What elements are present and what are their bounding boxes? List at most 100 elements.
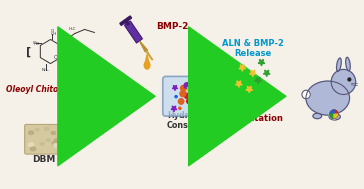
Text: O: O <box>33 40 36 44</box>
Text: DBM: DBM <box>32 155 55 164</box>
Polygon shape <box>146 51 153 60</box>
Ellipse shape <box>47 139 50 141</box>
Circle shape <box>97 93 98 94</box>
Ellipse shape <box>54 144 59 147</box>
Wedge shape <box>330 114 334 119</box>
Circle shape <box>97 87 101 91</box>
Circle shape <box>181 85 186 91</box>
Polygon shape <box>239 65 246 71</box>
Polygon shape <box>146 54 149 62</box>
FancyBboxPatch shape <box>25 124 62 154</box>
Text: ALN & BMP-2
Release: ALN & BMP-2 Release <box>222 39 284 58</box>
Circle shape <box>101 83 103 85</box>
Circle shape <box>106 91 108 93</box>
Circle shape <box>331 69 356 94</box>
Circle shape <box>87 82 89 84</box>
Circle shape <box>180 91 186 97</box>
Circle shape <box>112 80 115 82</box>
Polygon shape <box>249 70 256 77</box>
Ellipse shape <box>306 81 349 115</box>
Polygon shape <box>258 59 265 66</box>
Text: ]n: ]n <box>68 53 76 60</box>
Circle shape <box>302 90 310 99</box>
Circle shape <box>99 73 105 79</box>
Text: BMP-2: BMP-2 <box>157 22 189 31</box>
Polygon shape <box>173 85 178 90</box>
FancyBboxPatch shape <box>163 76 214 116</box>
Polygon shape <box>186 87 191 92</box>
Ellipse shape <box>53 143 59 147</box>
Text: [: [ <box>27 46 32 57</box>
Circle shape <box>184 93 189 98</box>
Circle shape <box>93 87 94 89</box>
Circle shape <box>87 81 91 86</box>
Polygon shape <box>200 102 204 106</box>
Ellipse shape <box>52 142 57 145</box>
Circle shape <box>95 96 101 102</box>
Polygon shape <box>185 83 188 86</box>
Ellipse shape <box>28 143 33 146</box>
Ellipse shape <box>346 57 350 71</box>
Ellipse shape <box>313 113 322 119</box>
Wedge shape <box>330 110 334 114</box>
Circle shape <box>100 74 102 76</box>
Polygon shape <box>199 106 204 111</box>
Circle shape <box>102 91 103 92</box>
Circle shape <box>98 88 99 89</box>
Circle shape <box>112 88 116 92</box>
Ellipse shape <box>144 61 150 69</box>
Polygon shape <box>120 16 131 25</box>
Polygon shape <box>139 41 147 52</box>
Ellipse shape <box>45 127 49 130</box>
Circle shape <box>348 78 351 81</box>
Circle shape <box>87 95 89 96</box>
Circle shape <box>187 83 191 87</box>
Ellipse shape <box>35 129 39 131</box>
Polygon shape <box>255 77 261 84</box>
Circle shape <box>187 98 192 104</box>
Circle shape <box>329 110 339 119</box>
Circle shape <box>87 73 93 79</box>
Circle shape <box>194 97 199 103</box>
Circle shape <box>94 75 96 77</box>
Circle shape <box>84 86 88 91</box>
Ellipse shape <box>337 58 341 71</box>
Circle shape <box>92 86 96 91</box>
Text: ALN-GMs: ALN-GMs <box>80 109 122 118</box>
Text: OH: OH <box>50 33 56 36</box>
Polygon shape <box>124 21 142 43</box>
Circle shape <box>101 90 105 94</box>
Circle shape <box>96 97 98 99</box>
Circle shape <box>106 76 112 82</box>
Text: Hydrogel
Construct: Hydrogel Construct <box>166 111 210 130</box>
Polygon shape <box>236 81 242 87</box>
Text: O: O <box>54 55 57 60</box>
Circle shape <box>113 89 115 90</box>
Polygon shape <box>124 19 129 25</box>
Circle shape <box>106 70 108 73</box>
Circle shape <box>85 87 87 88</box>
Polygon shape <box>178 107 181 110</box>
Circle shape <box>105 90 111 96</box>
Circle shape <box>87 94 91 98</box>
Wedge shape <box>334 114 338 119</box>
Circle shape <box>108 77 110 80</box>
Polygon shape <box>264 70 270 77</box>
Circle shape <box>197 101 202 106</box>
Ellipse shape <box>40 142 44 145</box>
Ellipse shape <box>54 139 59 142</box>
Wedge shape <box>334 110 338 114</box>
Text: Tibial
Implantation: Tibial Implantation <box>222 103 283 123</box>
Circle shape <box>100 82 105 87</box>
Circle shape <box>96 92 100 96</box>
Text: Oleoyl Chitosan: Oleoyl Chitosan <box>7 85 74 94</box>
Circle shape <box>190 90 195 95</box>
Circle shape <box>82 68 120 107</box>
Ellipse shape <box>30 147 36 151</box>
Polygon shape <box>175 95 177 98</box>
Text: H₃C: H₃C <box>68 27 76 31</box>
Circle shape <box>88 74 90 76</box>
Polygon shape <box>171 106 177 112</box>
Circle shape <box>104 69 110 76</box>
Circle shape <box>96 79 100 84</box>
